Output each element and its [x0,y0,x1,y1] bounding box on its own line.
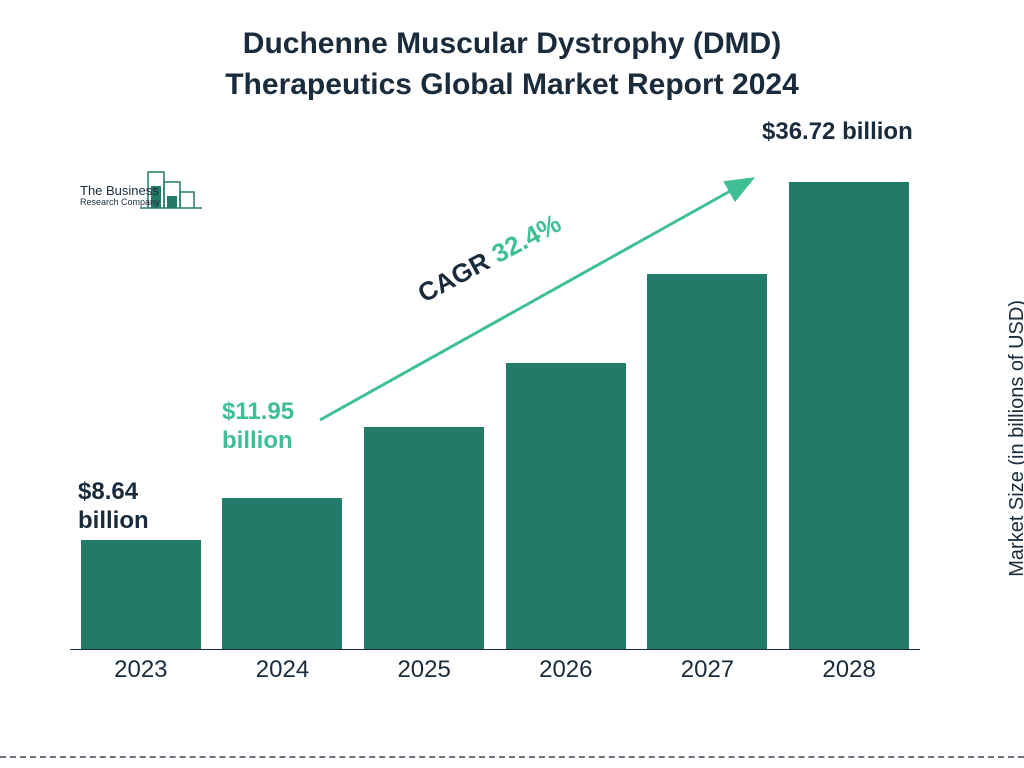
title-line1: Duchenne Muscular Dystrophy (DMD) [0,24,1024,65]
bar-column [789,182,909,650]
bar-column [222,498,342,650]
title-line2: Therapeutics Global Market Report 2024 [0,65,1024,106]
bars-container [70,140,920,650]
x-axis-label: 2024 [222,656,342,684]
x-axis-label: 2026 [506,656,626,684]
bar [647,274,767,650]
bar-column [506,363,626,650]
bottom-dashed-line [0,756,1024,758]
bar-column [364,427,484,650]
bar [81,540,201,650]
bar-chart: 2023 2024 2025 2026 2027 2028 [70,140,920,690]
value-label-line1: $8.64 [78,478,149,507]
bar [789,182,909,650]
value-label-line2: billion [78,507,149,536]
x-axis-label: 2028 [789,656,909,684]
x-axis-label: 2027 [647,656,767,684]
bar-column [647,274,767,650]
value-label-line2: billion [222,427,294,456]
x-axis-labels: 2023 2024 2025 2026 2027 2028 [70,650,920,690]
value-label: $11.95billion [222,398,294,456]
bar [222,498,342,650]
value-label-line1: $11.95 [222,398,294,427]
value-label: $36.72 billion [762,118,913,147]
bar [506,363,626,650]
bar-column [81,540,201,650]
chart-title: Duchenne Muscular Dystrophy (DMD) Therap… [0,0,1024,105]
y-axis-label: Market Size (in billions of USD) [1006,300,1024,577]
bar [364,427,484,650]
x-axis-label: 2025 [364,656,484,684]
value-label: $8.64billion [78,478,149,536]
x-axis-label: 2023 [81,656,201,684]
value-label-line1: $36.72 billion [762,118,913,147]
